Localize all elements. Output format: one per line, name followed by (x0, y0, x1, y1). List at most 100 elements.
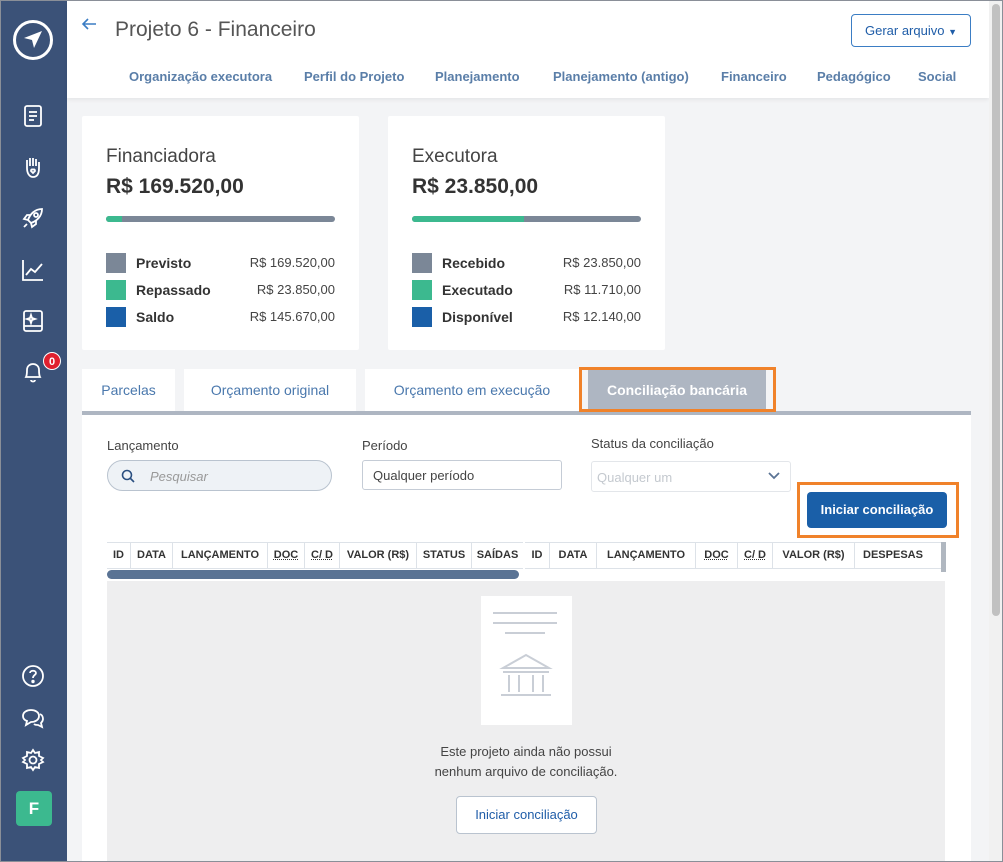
vertical-scrollbar[interactable] (941, 542, 946, 572)
legend-value: R$ 23.850,00 (256, 282, 335, 297)
chevron-down-icon (768, 472, 780, 480)
empty-start-reconciliation-button[interactable]: Iniciar conciliação (456, 796, 597, 834)
highlight-box (579, 367, 776, 412)
bank-document-icon (481, 596, 572, 725)
col-id: ID (531, 549, 543, 561)
generate-file-button[interactable]: Gerar arquivo ▼ (851, 14, 971, 47)
status-label: Status da conciliação (591, 436, 714, 451)
gear-icon[interactable] (20, 747, 46, 773)
legend-swatch (412, 253, 432, 273)
col-saidas: SAÍDAS (471, 543, 523, 568)
search-icon (121, 469, 135, 483)
tab-orcamento-execucao[interactable]: Orçamento em execução (365, 369, 579, 411)
horizontal-scrollbar[interactable] (107, 570, 519, 579)
legend-swatch (106, 280, 126, 300)
nav-tab-planejamento[interactable]: Planejamento (435, 69, 520, 84)
empty-message-line1: Este projeto ainda não possui (440, 744, 612, 759)
page-scrollbar-thumb[interactable] (992, 4, 1000, 616)
status-placeholder: Qualquer um (597, 470, 673, 485)
caret-down-icon: ▼ (948, 27, 958, 37)
back-arrow-icon[interactable] (81, 15, 97, 36)
legend-swatch (412, 280, 432, 300)
period-value: Qualquer período (373, 468, 475, 483)
legend-label: Saldo (136, 309, 175, 325)
status-select[interactable]: Qualquer um (591, 461, 791, 492)
period-select[interactable]: Qualquer período (362, 460, 562, 490)
col-valor: VALOR (R$) (772, 543, 854, 568)
empty-message-line2: nenhum arquivo de conciliação. (434, 764, 618, 779)
notification-badge: 0 (43, 352, 61, 370)
legend-value: R$ 145.670,00 (249, 309, 335, 324)
nav-tab-financeiro[interactable]: Financeiro (721, 69, 787, 84)
legend-swatch (412, 307, 432, 327)
card-title: Executora (412, 146, 498, 167)
tab-parcelas[interactable]: Parcelas (82, 369, 175, 411)
progress-bar-fill (106, 216, 123, 222)
search-placeholder: Pesquisar (150, 469, 208, 484)
progress-bar-fill (412, 216, 525, 222)
tab-conciliacao-bancaria[interactable]: Conciliação bancária (588, 369, 766, 411)
legend-row: Previsto R$ 169.520,00 (106, 253, 335, 273)
legend-label: Previsto (136, 255, 192, 271)
legend-label: Executado (442, 282, 513, 298)
col-doc: DOC (267, 543, 304, 568)
nav-tab-social[interactable]: Social (918, 69, 957, 84)
help-icon[interactable] (20, 663, 46, 689)
card-total: R$ 169.520,00 (106, 175, 244, 198)
bell-icon[interactable] (20, 359, 46, 385)
card-total: R$ 23.850,00 (412, 175, 539, 198)
periodo-label: Período (362, 438, 408, 453)
col-cd: C/ D (737, 543, 772, 568)
legend-value: R$ 11.710,00 (563, 282, 641, 297)
nav-tab-perfil[interactable]: Perfil do Projeto (304, 69, 405, 84)
legend-label: Repassado (136, 282, 211, 298)
bank-table-header: ID DATA LANÇAMENTO DOC C/ D VALOR (R$) S… (107, 542, 523, 569)
hand-heart-icon[interactable] (20, 154, 46, 180)
legend-swatch (106, 253, 126, 273)
col-lancamento: LANÇAMENTO (596, 543, 695, 568)
highlight-box (797, 482, 959, 538)
col-despesas: DESPESAS (854, 543, 931, 568)
nav-tab-organizacao[interactable]: Organização executora (129, 69, 273, 84)
col-data: DATA (549, 543, 596, 568)
legend-row: Recebido R$ 23.850,00 (412, 253, 641, 273)
card-title: Financiadora (106, 146, 216, 167)
nav-tab-pedagogico[interactable]: Pedagógico (817, 69, 891, 84)
card-executora: Executora R$ 23.850,00 Recebido R$ 23.85… (388, 116, 665, 350)
legend-swatch (106, 307, 126, 327)
legend-value: R$ 23.850,00 (562, 255, 641, 270)
tab-orcamento-original[interactable]: Orçamento original (184, 369, 356, 411)
sidebar: 0 F (1, 1, 67, 861)
legend-row: Disponível R$ 12.140,00 (412, 307, 641, 327)
document-icon[interactable] (20, 103, 46, 129)
legend-row: Executado R$ 11.710,00 (412, 280, 641, 300)
rocket-icon[interactable] (20, 205, 46, 231)
legend-value: R$ 12.140,00 (562, 309, 641, 324)
card-financiadora: Financiadora R$ 169.520,00 Previsto R$ 1… (82, 116, 359, 350)
generate-file-label: Gerar arquivo (864, 23, 945, 38)
lancamento-label: Lançamento (107, 438, 179, 453)
legend-label: Disponível (442, 309, 513, 325)
legend-label: Recebido (442, 255, 506, 271)
avatar[interactable]: F (16, 791, 52, 826)
search-input[interactable]: Pesquisar (107, 460, 332, 491)
legend-row: Repassado R$ 23.850,00 (106, 280, 335, 300)
page-header: Projeto 6 - Financeiro Gerar arquivo ▼ O… (67, 1, 989, 98)
col-id: ID (113, 549, 124, 561)
legend-value: R$ 169.520,00 (249, 255, 335, 270)
page-title: Projeto 6 - Financeiro (115, 18, 316, 41)
page-scrollbar[interactable] (989, 1, 1002, 861)
chat-icon[interactable] (20, 705, 46, 731)
book-sparkle-icon[interactable] (20, 308, 46, 334)
chart-line-icon[interactable] (20, 257, 46, 283)
col-valor: VALOR (R$) (339, 543, 416, 568)
progress-bar (106, 216, 335, 222)
legend-row: Saldo R$ 145.670,00 (106, 307, 335, 327)
nav-tab-planejamento-antigo[interactable]: Planejamento (antigo) (553, 69, 689, 84)
app-logo-icon[interactable] (13, 20, 53, 60)
start-reconciliation-button[interactable]: Iniciar conciliação (807, 492, 947, 528)
system-table-header: ID DATA LANÇAMENTO DOC C/ D VALOR (R$) D… (525, 542, 943, 569)
col-data: DATA (130, 543, 172, 568)
col-cd: C/ D (304, 543, 339, 568)
